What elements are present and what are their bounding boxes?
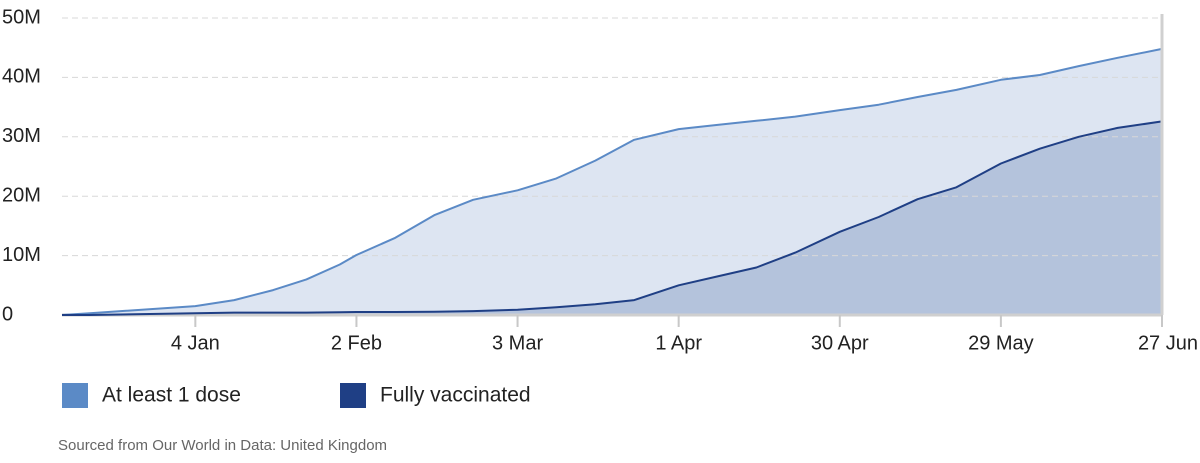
x-tick-label: 4 Jan <box>171 332 220 354</box>
x-tick-label: 3 Mar <box>492 332 543 354</box>
x-tick-label: 29 May <box>968 332 1034 354</box>
y-tick-label: 40M <box>2 66 41 88</box>
legend-label: Fully vaccinated <box>380 384 531 407</box>
y-tick-label: 20M <box>2 184 41 206</box>
y-tick-label: 50M <box>2 6 41 28</box>
series-line <box>62 120 1163 316</box>
y-tick-label: 30M <box>2 125 41 147</box>
source-note: Sourced from Our World in Data: United K… <box>58 437 387 454</box>
x-tick-label: 27 Jun <box>1138 332 1198 354</box>
x-tick-label: 30 Apr <box>811 332 869 354</box>
y-tick-label: 0 <box>2 303 13 325</box>
x-tick-label: 2 Feb <box>331 332 382 354</box>
x-tick-label: 1 Apr <box>655 332 702 354</box>
series-line <box>61 47 1163 316</box>
legend-swatch <box>340 383 366 408</box>
area-fill <box>62 121 1162 316</box>
legend-label: At least 1 dose <box>102 384 241 407</box>
legend-swatch <box>62 383 88 408</box>
y-tick-label: 10M <box>2 244 41 266</box>
